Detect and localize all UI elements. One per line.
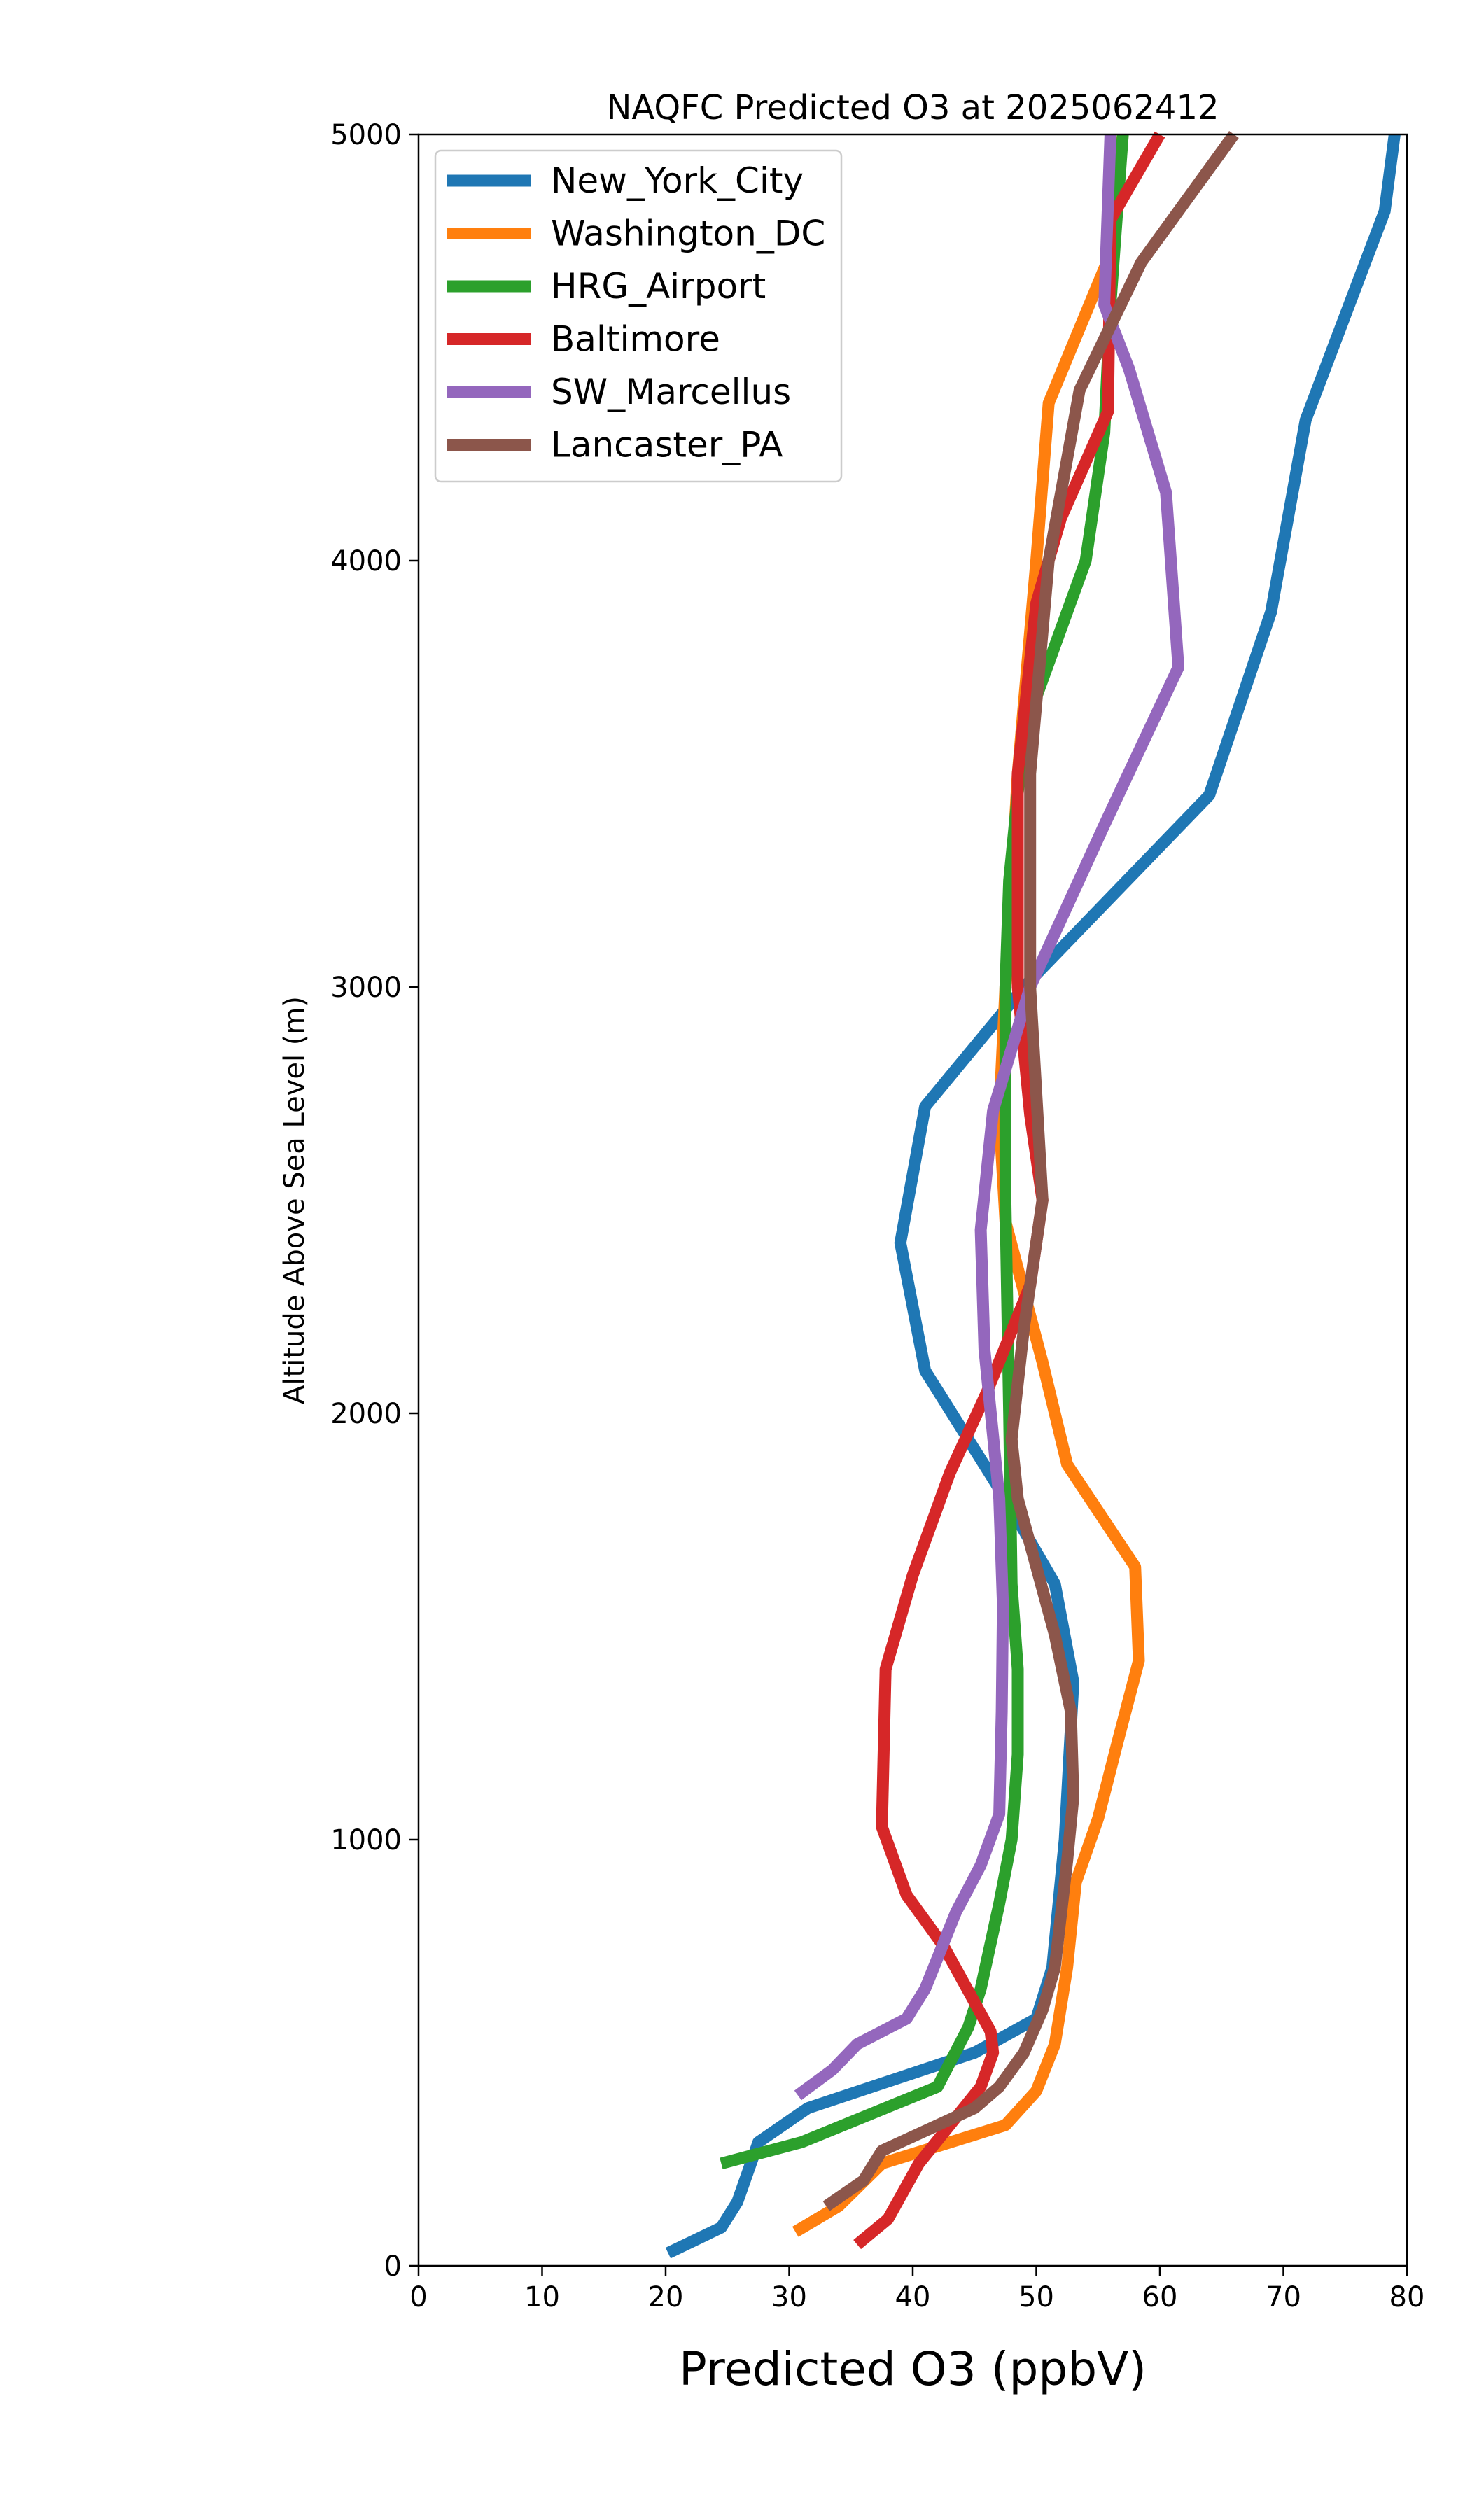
series-layer [665, 131, 1401, 2259]
series-line-lancaster-pa [822, 131, 1239, 2211]
legend-label-hrg-airport: HRG_Airport [551, 266, 766, 307]
legend-label-washington-dc: Washington_DC [551, 214, 825, 254]
legend-label-new-york-city: New_York_City [551, 160, 804, 201]
x-tick-label: 60 [1142, 2281, 1178, 2314]
legend-label-lancaster-pa: Lancaster_PA [551, 425, 783, 465]
x-tick-label: 20 [648, 2281, 684, 2314]
series-line-new-york-city [665, 133, 1401, 2259]
x-tick-label: 70 [1266, 2281, 1301, 2314]
legend-box [434, 149, 843, 483]
chart-title: NAQFC Predicted O3 at 2025062412 [606, 88, 1219, 127]
legend: New_York_City Washington_DC HRG_Airport Bal… [434, 149, 843, 483]
legend-label-baltimore: Baltimore [551, 319, 720, 360]
y-tick-label: 5000 [330, 119, 402, 151]
series-line-sw-marcellus [794, 134, 1184, 2101]
y-axis-label: Altitude Above Sea Level (m) [279, 996, 311, 1404]
y-tick-label: 1000 [330, 1824, 402, 1856]
legend-label-sw-marcellus: SW_Marcellus [551, 372, 791, 412]
x-tick-label: 50 [1018, 2281, 1054, 2314]
y-tick-label: 3000 [330, 972, 402, 1004]
y-tick-label: 2000 [330, 1398, 402, 1430]
y-tick-label: 0 [384, 2250, 402, 2283]
x-axis-label: Predicted O3 (ppbV) [679, 2342, 1147, 2396]
series-line-hrg-airport [720, 134, 1129, 2170]
x-tick-label: 10 [524, 2281, 560, 2314]
x-tick-label: 80 [1390, 2281, 1425, 2314]
x-tick-label: 30 [771, 2281, 807, 2314]
x-tick-label: 40 [895, 2281, 931, 2314]
y-tick-label: 4000 [330, 545, 402, 578]
axes-layer: 0 10 20 30 40 50 60 70 80 0 1000 2000 3000 4000 5000 [330, 119, 1424, 2314]
x-tick-label: 0 [410, 2281, 427, 2314]
